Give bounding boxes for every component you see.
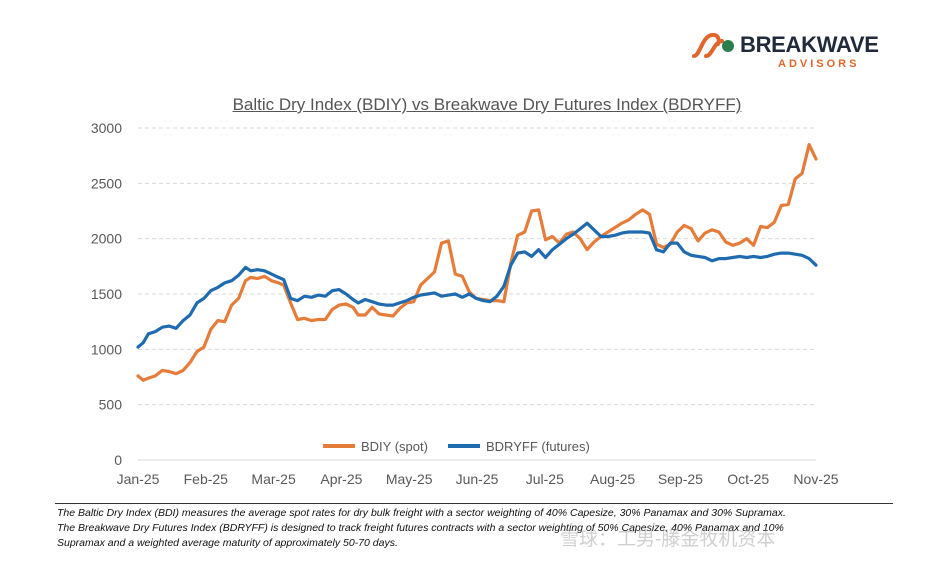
legend: BDIY (spot) BDRYFF (futures)	[323, 439, 590, 454]
chart-title: Baltic Dry Index (BDIY) vs Breakwave Dry…	[232, 95, 742, 114]
series-lines	[136, 143, 818, 382]
legend-label: BDRYFF (futures)	[486, 439, 590, 454]
grid-lines	[138, 127, 816, 461]
x-tick-label: Aug-25	[590, 471, 635, 487]
x-tick-label: Mar-25	[251, 471, 296, 487]
wave-logo-icon	[692, 32, 734, 58]
footnote-line-3: Supramax and a weighted average maturity…	[57, 537, 398, 549]
logo-name: BREAKWAVE	[740, 32, 879, 57]
x-tick-label: Sep-25	[658, 471, 703, 487]
y-tick-label: 0	[114, 452, 122, 468]
footnote-line-2: The Breakwave Dry Futures Index (BDRYFF)…	[57, 522, 784, 534]
bdryff-series-line	[136, 221, 818, 349]
x-tick-label: Jun-25	[456, 471, 499, 487]
y-tick-label: 2500	[91, 175, 122, 191]
y-tick-label: 1000	[91, 341, 122, 357]
x-tick-label: Oct-25	[727, 471, 769, 487]
x-tick-label: Jul-25	[526, 471, 564, 487]
footnote-divider	[55, 503, 893, 504]
x-tick-label: Jan-25	[117, 471, 160, 487]
y-axis-ticks: 0 500 1000 1500 2000 2500 3000	[91, 120, 122, 468]
x-tick-label: Nov-25	[793, 471, 838, 487]
footnote-line-1: The Baltic Dry Index (BDI) measures the …	[57, 507, 786, 519]
x-tick-label: Feb-25	[184, 471, 229, 487]
watermark: 雪球：工男-滕金牧机资本	[560, 529, 776, 550]
y-tick-label: 3000	[91, 120, 122, 136]
bdiy-series-line	[136, 143, 818, 382]
y-tick-label: 1500	[91, 286, 122, 302]
logo-subtitle: ADVISORS	[778, 58, 860, 70]
y-tick-label: 2000	[91, 231, 122, 247]
x-tick-label: May-25	[386, 471, 433, 487]
x-axis-ticks: Jan-25 Feb-25 Mar-25 Apr-25 May-25 Jun-25 Jul-…	[117, 471, 839, 487]
footnote: The Baltic Dry Index (BDI) measures the …	[57, 506, 907, 551]
line-chart: 0 500 1000 1500 2000 2500 3000 Jan-25 Feb-25 Mar…	[91, 120, 839, 487]
breakwave-logo: BREAKWAVE ADVISORS	[692, 30, 912, 74]
x-tick-label: Apr-25	[320, 471, 362, 487]
y-tick-label: 500	[99, 397, 123, 413]
legend-label: BDIY (spot)	[361, 439, 428, 454]
